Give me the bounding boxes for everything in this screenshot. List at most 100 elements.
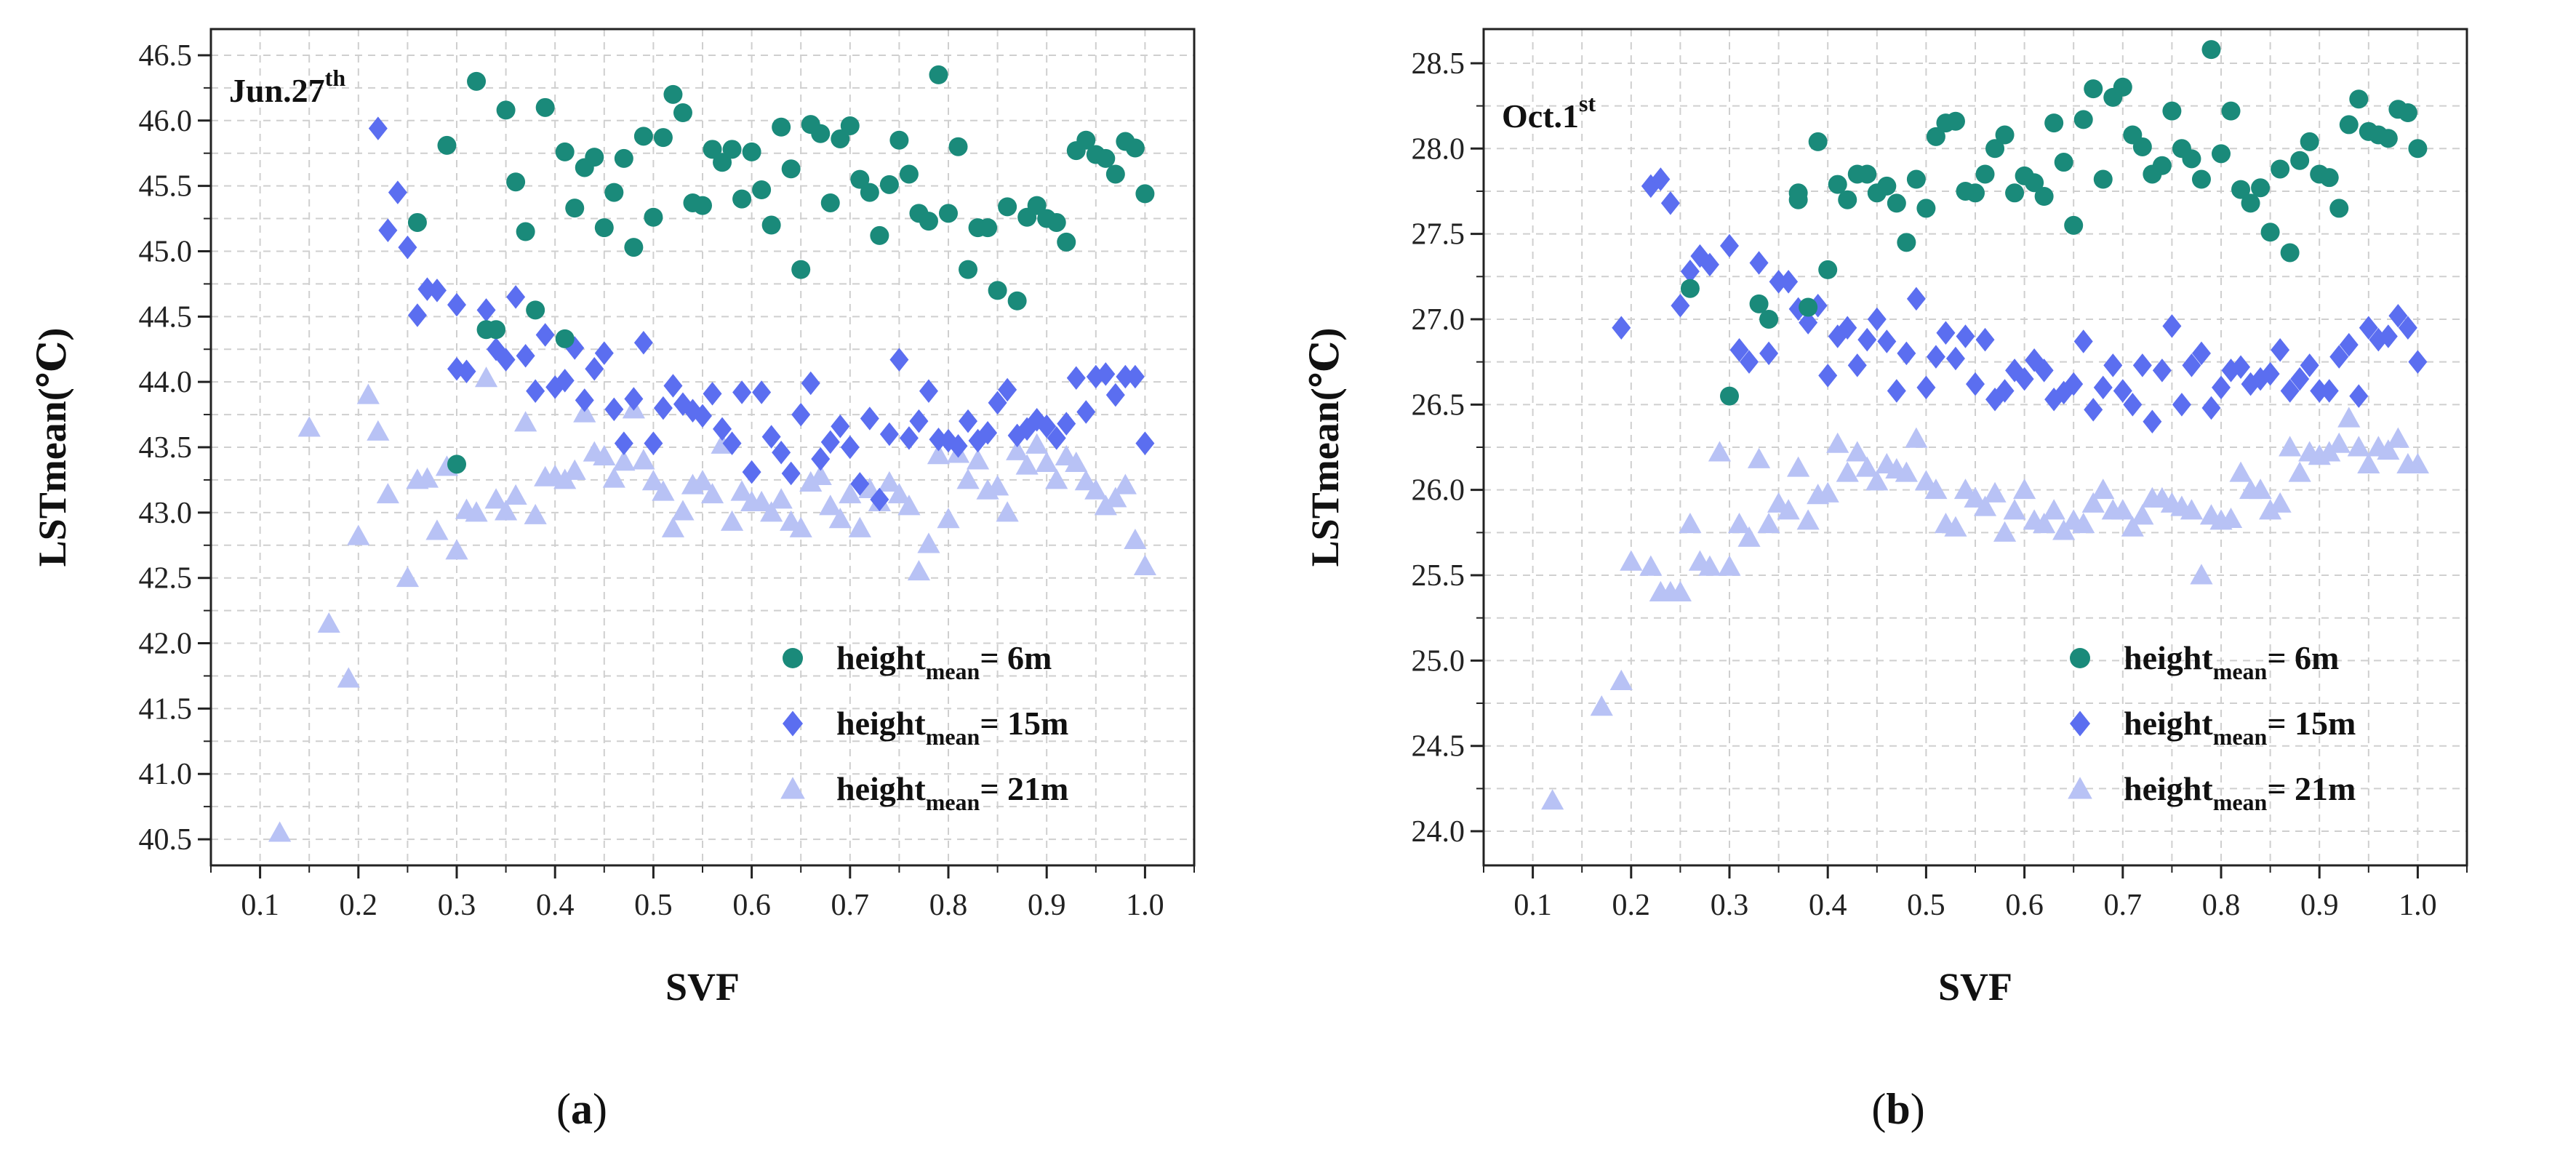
point-6m (752, 180, 772, 200)
x-tick-label: 0.8 (929, 889, 968, 922)
point-15m (496, 348, 516, 372)
point-6m (2073, 110, 2093, 129)
point-6m (1076, 130, 1096, 150)
point-21m (1865, 470, 1889, 491)
point-15m (2015, 367, 2034, 391)
point-21m (2337, 407, 2361, 428)
point-6m (2084, 79, 2103, 99)
point-15m (722, 431, 742, 455)
point-6m (820, 193, 840, 212)
point-6m (1135, 184, 1155, 204)
legend-label: heightmean= 21m (2124, 770, 2356, 815)
point-15m (604, 397, 624, 422)
point-6m (1906, 169, 1926, 189)
point-21m (1953, 479, 1977, 500)
y-tick-label: 28.0 (1412, 132, 1465, 166)
point-6m (1818, 260, 1838, 279)
point-21m (445, 539, 468, 560)
point-6m (1926, 127, 1945, 146)
point-6m (496, 100, 516, 120)
point-6m (565, 199, 585, 218)
chart-panel-b: 0.1 0.2 0.3 0.4 0.5 0.6 0.7 0.8 0.9 1.0 24.0 24.5 25… (1303, 28, 2468, 1009)
point-15m (850, 472, 870, 496)
point-6m (939, 204, 958, 223)
point-6m (555, 329, 575, 348)
y-tick-label: 24.0 (1412, 815, 1465, 849)
point-21m (907, 560, 931, 581)
point-6m (998, 197, 1017, 217)
point-21m (730, 480, 753, 501)
point-15m (378, 218, 398, 242)
point-6m (2113, 77, 2132, 97)
point-21m (474, 367, 498, 388)
point-15m (870, 487, 889, 512)
point-21m (1639, 555, 1663, 576)
y-tick-label: 46.0 (139, 105, 193, 138)
point-15m (1671, 293, 1690, 318)
y-tick-label: 26.0 (1412, 474, 1465, 508)
point-6m (673, 103, 692, 122)
point-21m (1113, 473, 1137, 495)
point-21m (2347, 436, 2370, 457)
point-6m (742, 142, 761, 161)
point-15m (526, 379, 545, 403)
x-tick-label: 0.2 (340, 889, 378, 922)
legend-marker (2070, 648, 2090, 668)
point-21m (2111, 499, 2135, 520)
point-15m (2231, 355, 2251, 379)
point-15m (1116, 364, 1135, 389)
point-15m (2182, 353, 2201, 377)
point-15m (1975, 327, 1995, 352)
point-15m (388, 180, 407, 204)
point-15m (1096, 362, 1116, 386)
point-15m (1838, 316, 1857, 340)
point-21m (700, 483, 724, 504)
y-tick-label: 25.5 (1412, 559, 1465, 593)
point-21m (1541, 789, 1564, 810)
point-21m (563, 459, 586, 480)
point-21m (2268, 492, 2292, 513)
point-21m (1609, 669, 1633, 691)
point-21m (1973, 495, 1997, 516)
legend-label: heightmean= 21m (836, 770, 1068, 815)
y-axis-title-a: LSTmean(℃) (31, 328, 74, 567)
point-15m (2113, 379, 2132, 403)
point-15m (2172, 393, 2191, 417)
point-21m (1757, 513, 1780, 534)
point-21m (2357, 452, 2380, 473)
point-21m (1708, 441, 1732, 462)
y-tick-label: 27.0 (1412, 303, 1465, 337)
y-tick-label: 41.0 (139, 758, 193, 791)
point-15m (998, 377, 1017, 402)
point-21m (2279, 436, 2302, 457)
point-15m (2271, 337, 2290, 362)
point-15m (781, 461, 801, 486)
point-21m (1826, 432, 1849, 453)
point-6m (2212, 144, 2231, 164)
y-tick-label: 24.5 (1412, 730, 1465, 764)
point-15m (703, 382, 722, 406)
point-6m (840, 116, 860, 135)
point-6m (889, 130, 909, 150)
point-6m (506, 172, 526, 192)
point-6m (2182, 149, 2201, 169)
point-6m (1125, 138, 1145, 158)
point-21m (367, 420, 390, 441)
point-21m (495, 500, 518, 521)
point-15m (2290, 367, 2310, 391)
point-15m (1066, 366, 1086, 391)
y-tick-label: 44.0 (139, 366, 193, 399)
point-21m (1964, 487, 1987, 508)
y-tick-label: 28.5 (1412, 47, 1465, 81)
point-21m (996, 501, 1019, 522)
point-15m (2152, 359, 2172, 383)
point-6m (2044, 113, 2064, 133)
point-21m (887, 483, 911, 504)
point-6m (1788, 190, 1808, 209)
x-tick-label: 0.7 (2104, 889, 2143, 922)
point-21m (1787, 456, 1810, 477)
point-15m (2319, 379, 2339, 403)
point-15m (476, 298, 496, 322)
x-tick-label: 0.1 (1513, 889, 1552, 922)
point-21m (2386, 427, 2409, 448)
